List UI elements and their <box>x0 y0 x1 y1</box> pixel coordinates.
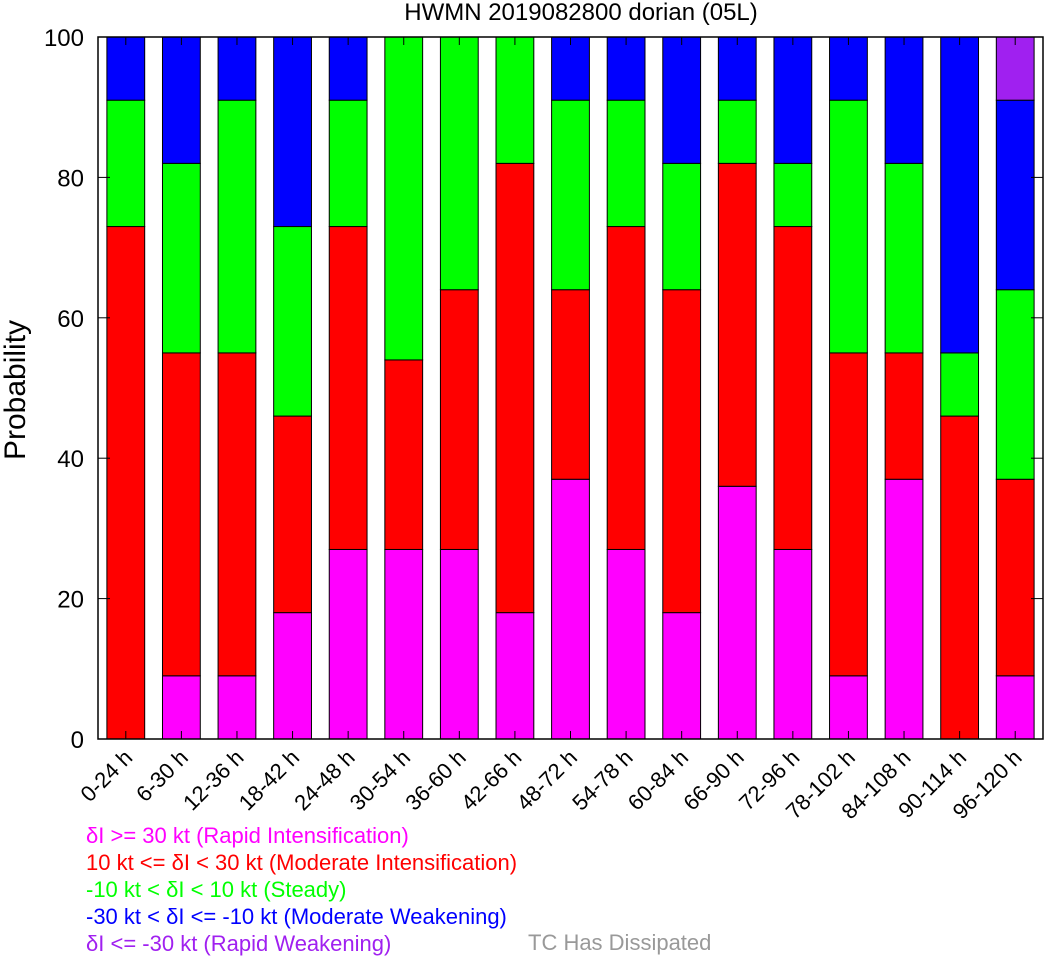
bar-segment-moderate-weakening <box>606 36 646 101</box>
bar-segment-steady <box>995 289 1035 480</box>
bar-segment-steady <box>940 352 980 417</box>
bar-segment-moderate-intensification <box>884 352 924 480</box>
bar-segment-moderate-intensification <box>161 352 201 677</box>
bar-segment-moderate-weakening <box>884 36 924 164</box>
bar-segment-steady <box>717 99 757 164</box>
y-axis-label: Probability <box>0 320 32 460</box>
legend-rapid-intensification: δI >= 30 kt (Rapid Intensification) <box>86 823 409 848</box>
bar-segment-steady <box>662 162 702 291</box>
legend-steady: -10 kt < δI < 10 kt (Steady) <box>86 877 347 902</box>
bar-segment-moderate-intensification <box>606 226 646 550</box>
bar-segment-rapid-intensification <box>995 675 1035 740</box>
bar-segment-moderate-intensification <box>829 352 868 677</box>
legend-moderate-weakening: -30 kt < δI <= -10 kt (Moderate Weakenin… <box>86 904 507 929</box>
bar-segment-rapid-intensification <box>773 548 813 740</box>
bar-segment-moderate-intensification <box>384 359 424 550</box>
x-tick-label: 0-24 h <box>76 745 138 807</box>
bar-segment-steady <box>829 99 868 354</box>
bar-segment-steady <box>273 226 312 417</box>
y-tick-label: 0 <box>71 727 84 754</box>
bar-segment-rapid-intensification <box>884 478 924 740</box>
bar-segment-steady <box>551 99 590 291</box>
bar-segment-rapid-intensification <box>551 478 590 740</box>
bar-segment-rapid-intensification <box>606 548 646 740</box>
legend-tc-dissipated: TC Has Dissipated <box>528 930 712 955</box>
bar-segment-moderate-weakening <box>773 36 813 164</box>
bar-segment-moderate-intensification <box>273 415 312 614</box>
bar-segment-moderate-weakening <box>161 36 201 164</box>
bar-segment-moderate-intensification <box>217 352 257 677</box>
bar-segment-rapid-intensification <box>717 485 757 740</box>
bar-segment-steady <box>328 99 368 228</box>
bar-segment-moderate-intensification <box>717 162 757 487</box>
bar-segment-moderate-weakening <box>106 36 146 101</box>
y-tick-label: 40 <box>57 446 84 473</box>
bar-segment-moderate-intensification <box>328 226 368 550</box>
bar-segment-steady <box>884 162 924 354</box>
bar-segment-rapid-intensification <box>273 612 312 740</box>
y-tick-label: 80 <box>57 165 84 192</box>
legend-moderate-intensification: 10 kt <= δI < 30 kt (Moderate Intensific… <box>86 850 518 875</box>
bar-segment-moderate-intensification <box>106 226 146 740</box>
bar-segment-moderate-intensification <box>439 289 479 550</box>
bar-segment-steady <box>384 36 424 361</box>
bar-segment-steady <box>495 36 535 164</box>
bar-segment-moderate-intensification <box>940 415 980 740</box>
x-tick-label: 18-42 h <box>234 745 304 815</box>
y-tick-label: 60 <box>57 306 84 333</box>
x-tick-label: 42-66 h <box>456 745 526 815</box>
probability-chart: HWMN 2019082800 dorian (05L) Probability… <box>0 0 1044 820</box>
bar-segment-moderate-intensification <box>995 478 1035 677</box>
bar-segment-moderate-intensification <box>551 289 590 480</box>
x-tick-label: 54-78 h <box>567 745 637 815</box>
legend: δI >= 30 kt (Rapid Intensification) 10 k… <box>86 822 517 957</box>
bar-segment-moderate-intensification <box>495 162 535 614</box>
bar-segment-moderate-weakening <box>940 36 980 354</box>
bar-segment-rapid-intensification <box>662 612 702 740</box>
bar-segment-rapid-intensification <box>439 548 479 740</box>
x-tick-label: 24-48 h <box>289 745 359 815</box>
bar-segment-rapid-intensification <box>829 675 868 740</box>
x-tick-label: 48-72 h <box>512 745 582 815</box>
x-tick-label: 60-84 h <box>623 745 693 815</box>
bar-segment-steady <box>439 36 479 291</box>
bar-segment-steady <box>606 99 646 228</box>
bar-segment-moderate-weakening <box>829 36 868 101</box>
bar-segment-rapid-intensification <box>217 675 257 740</box>
bar-segment-steady <box>773 162 813 228</box>
bar-segment-rapid-intensification <box>328 548 368 740</box>
bar-segment-rapid-intensification <box>161 675 201 740</box>
bar-segment-rapid-intensification <box>495 612 535 740</box>
bar-segment-moderate-weakening <box>551 36 590 101</box>
x-tick-label: 36-60 h <box>400 745 470 815</box>
bar-segment-moderate-weakening <box>717 36 757 101</box>
y-tick-label: 20 <box>57 587 84 614</box>
y-tick-label: 100 <box>44 25 84 52</box>
bar-segment-moderate-weakening <box>328 36 368 101</box>
x-tick-label: 66-90 h <box>678 745 748 815</box>
bar-segment-moderate-intensification <box>773 226 813 550</box>
bar-segment-rapid-weakening <box>995 36 1035 101</box>
bar-segment-steady <box>217 99 257 354</box>
bar-segment-moderate-weakening <box>662 36 702 164</box>
bar-segment-moderate-intensification <box>662 289 702 614</box>
bar-segment-steady <box>161 162 201 354</box>
x-tick-label: 12-36 h <box>178 745 248 815</box>
bars-layer <box>106 36 1035 740</box>
bar-segment-rapid-intensification <box>384 548 424 740</box>
legend-rapid-weakening: δI <= -30 kt (Rapid Weakening) <box>86 931 392 956</box>
plot-frame <box>97 36 1044 740</box>
chart-title: HWMN 2019082800 dorian (05L) <box>404 0 758 26</box>
bar-segment-moderate-weakening <box>995 99 1035 291</box>
x-tick-label: 30-54 h <box>345 745 415 815</box>
bar-segment-steady <box>106 99 146 228</box>
bar-segment-moderate-weakening <box>217 36 257 101</box>
bar-segment-moderate-weakening <box>273 36 312 228</box>
